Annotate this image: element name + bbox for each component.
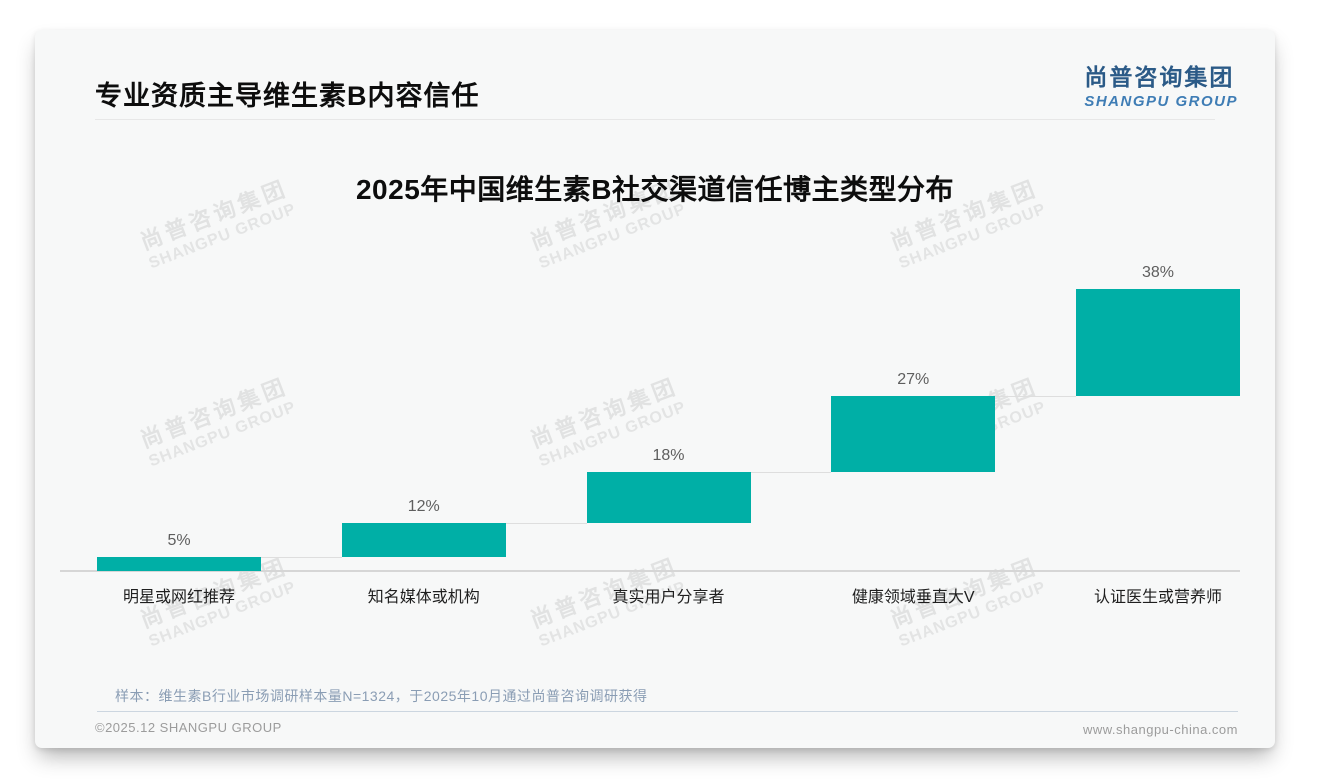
footer-divider <box>97 711 1238 712</box>
bar-value-label: 27% <box>897 371 930 389</box>
report-card: 尚普咨询集团 SHANGPU GROUP 尚普咨询集团 SHANGPU GROUP 尚普… <box>35 30 1275 748</box>
header-divider <box>95 119 1215 120</box>
chart-bar <box>586 472 751 524</box>
logo-english-text: SHANGPU GROUP <box>1084 93 1238 110</box>
step-connector-line <box>995 396 1076 398</box>
sample-note: 样本：维生素B行业市场调研样本量N=1324，于2025年10月通过尚普咨询调研… <box>115 688 648 704</box>
bar-value-label: 38% <box>1141 264 1175 281</box>
bar-value-label: 5% <box>167 531 191 549</box>
category-label: 健康领域垂直大V <box>851 589 975 606</box>
bar-value-label: 18% <box>652 447 685 465</box>
step-connector-line <box>750 472 832 474</box>
logo-chinese-text: 尚普咨询集团 <box>1084 64 1235 90</box>
chart-bar <box>97 556 261 571</box>
bar-value-label: 12% <box>407 498 440 516</box>
company-logo: 尚普咨询集团 SHANGPU GROUP <box>1084 58 1238 110</box>
category-label: 明星或网红推荐 <box>122 589 235 606</box>
waterfall-chart: 5% 明星或网红推荐 12% 知名媒体或机构 18% 真实用户分享者 27% 健康领域垂直大V… <box>60 260 1240 640</box>
chart-title: 2025年中国维生素B社交渠道信任博主类型分布 <box>355 174 954 205</box>
category-label: 真实用户分享者 <box>612 589 725 606</box>
chart-bar <box>341 523 506 557</box>
category-label: 认证医生或营养师 <box>1093 589 1222 606</box>
page-title: 专业资质主导维生素B内容信任 <box>95 81 480 111</box>
step-connector-line <box>261 556 342 558</box>
step-connector-line <box>505 523 587 525</box>
chart-bar <box>831 396 996 473</box>
category-label: 知名媒体或机构 <box>367 589 480 606</box>
website-url: www.shangpu-china.com <box>1082 722 1238 737</box>
chart-bar <box>1076 289 1240 397</box>
x-axis-baseline <box>60 570 1240 572</box>
copyright-text: ©2025.12 SHANGPU GROUP <box>95 720 282 735</box>
